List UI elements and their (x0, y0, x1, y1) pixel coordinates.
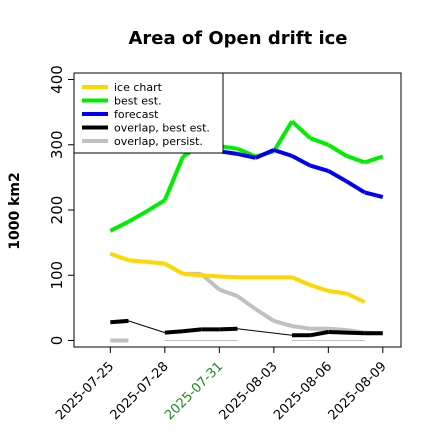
y-axis: 0 100 200 300 400 (48, 65, 74, 345)
legend-label-overlap-persist: overlap, persist. (114, 135, 203, 148)
series-line-best-est-0-1 (127, 209, 148, 224)
series-line-overlap-persist-2-6 (291, 324, 311, 331)
series-line-ice-chart-0-8 (309, 283, 329, 293)
series-line-ice-chart-0-1 (128, 258, 165, 266)
series-line-best-est-0-12 (327, 143, 348, 158)
series-line-forecast-0-6 (327, 169, 348, 184)
series-line-overlap-best-est-0-0 (110, 318, 129, 325)
series-line-ice-chart-0-4 (201, 273, 220, 279)
series-line-overlap-persist-2-2 (218, 287, 239, 298)
series-line-overlap-best-est-0-8 (309, 330, 329, 338)
series-line-ice-chart-0-5 (219, 274, 238, 280)
chart-title: Area of Open drift ice (128, 28, 347, 49)
series-line-forecast-0-5 (309, 163, 329, 173)
series-line-overlap-persist-2-8 (328, 326, 347, 332)
series-line-overlap-best-est-0-10 (346, 330, 365, 336)
y-tick-label-400: 400 (48, 65, 66, 94)
series-line-ice-chart-0-0 (109, 251, 130, 263)
series-line-best-est-0-3 (162, 155, 185, 201)
series-line-ice-chart-0-9 (328, 288, 347, 296)
series-layer (109, 119, 384, 343)
series-line-forecast-0-8 (364, 190, 384, 199)
series-line-best-est-0-0 (109, 219, 130, 233)
series-line-best-est-0-2 (145, 198, 166, 214)
series-line-overlap-persist-2-4 (254, 307, 275, 323)
series-line-forecast-0-3 (273, 148, 293, 158)
legend-label-best-est: best est. (114, 95, 162, 108)
y-tick-label-100: 100 (48, 261, 66, 290)
series-line-forecast-0-1 (237, 151, 257, 160)
y-tick-label-0: 0 (48, 336, 66, 346)
series-line-overlap-best-est-0-2 (164, 329, 184, 335)
series-line-overlap-best-est-0-1 (128, 320, 165, 334)
series-line-forecast-0-2 (254, 148, 275, 160)
y-tick-label-300: 300 (48, 130, 66, 159)
series-line-overlap-best-est-0-3 (182, 327, 202, 334)
legend-label-ice-chart: ice chart (114, 81, 163, 94)
series-line-best-est-0-11 (309, 136, 329, 147)
series-line-overlap-best-est-0-5 (219, 326, 238, 332)
series-line-ice-chart-0-7 (291, 275, 311, 287)
series-line-ice-chart-0-2 (163, 261, 184, 276)
series-line-best-est-0-13 (345, 154, 366, 165)
series-line-forecast-0-7 (345, 179, 366, 195)
series-line-best-est-0-9 (272, 120, 294, 153)
series-line-forecast-0-4 (291, 154, 312, 168)
legend-label-overlap-best-est: overlap, best est. (114, 122, 210, 135)
x-axis: 2025-07-252025-07-282025-07-312025-08-03… (53, 347, 390, 423)
series-line-ice-chart-0-3 (182, 271, 202, 278)
y-tick-label-200: 200 (48, 196, 66, 225)
y-axis-label: 1000 km2 (7, 172, 23, 249)
legend-label-forecast: forecast (114, 108, 159, 121)
series-line-overlap-best-est-0-6 (237, 328, 293, 336)
series-line-ice-chart-0-10 (345, 291, 366, 304)
series-line-overlap-persist-2-3 (236, 294, 257, 311)
series-line-best-est-0-10 (290, 119, 312, 140)
series-line-overlap-best-est-0-9 (328, 330, 347, 335)
x-tick-label-2025-08-09: 2025-08-09 (326, 359, 390, 423)
series-line-overlap-persist-2-5 (273, 318, 293, 329)
series-line-best-est-0-14 (364, 154, 384, 165)
